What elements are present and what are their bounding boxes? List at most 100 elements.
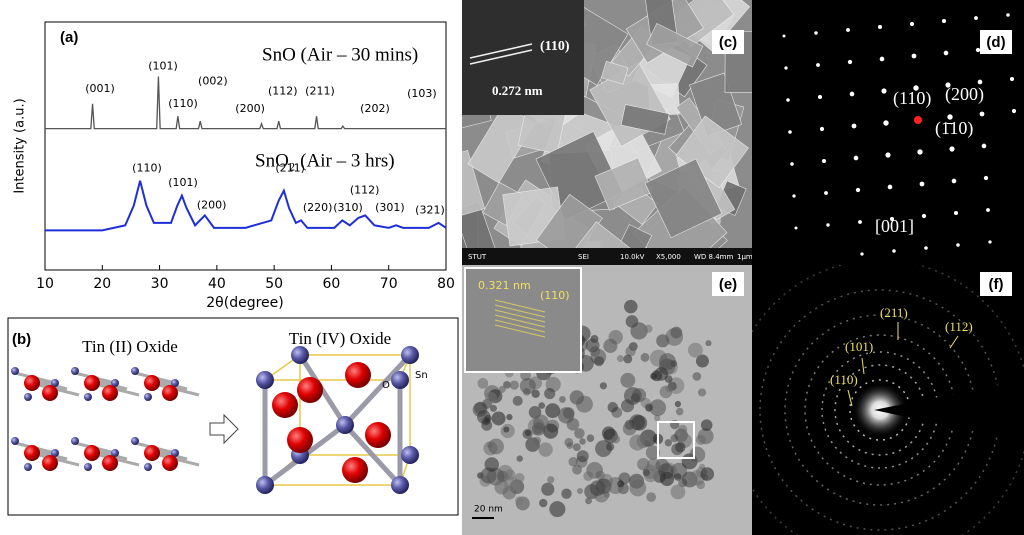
tin-atom bbox=[401, 346, 419, 364]
particle bbox=[489, 404, 497, 412]
diffraction-spot bbox=[941, 18, 947, 24]
particle bbox=[675, 407, 684, 416]
flake bbox=[646, 22, 704, 68]
particle bbox=[585, 338, 600, 353]
flake bbox=[462, 231, 463, 265]
particle bbox=[630, 322, 648, 340]
oxygen-atom bbox=[144, 445, 160, 461]
xrd-panel: (a) 2θ(degree) Intensity (a.u.) 10 20 30 40… bbox=[13, 21, 455, 311]
info-bar bbox=[462, 248, 752, 265]
hrtem-inset bbox=[462, 0, 584, 115]
panel-label: (a) bbox=[60, 29, 78, 46]
particle bbox=[547, 476, 555, 484]
tin-atom bbox=[24, 393, 32, 401]
particle bbox=[586, 434, 595, 443]
particle bbox=[585, 497, 592, 505]
peak-label: (110) bbox=[132, 161, 162, 174]
particle bbox=[512, 395, 523, 406]
atoms bbox=[11, 346, 419, 494]
diffraction-spot bbox=[784, 66, 788, 70]
panel-label: (e) bbox=[719, 276, 737, 293]
peak-label: (112) bbox=[268, 84, 298, 97]
particle bbox=[705, 340, 712, 347]
diffraction-spot bbox=[1009, 76, 1015, 82]
particle bbox=[531, 389, 540, 398]
panel-label: (f) bbox=[989, 276, 1004, 293]
structure-title: Tin (IV) Oxide bbox=[289, 329, 391, 348]
label-box bbox=[712, 30, 744, 54]
oxygen-atom bbox=[84, 445, 100, 461]
particle bbox=[533, 414, 549, 431]
oxygen-atom bbox=[162, 455, 178, 471]
diffraction-spot bbox=[860, 252, 864, 256]
oxygen-atom bbox=[102, 385, 118, 401]
particle bbox=[653, 414, 661, 422]
particle bbox=[498, 385, 506, 393]
tin-atom bbox=[51, 379, 59, 387]
diffraction-spot bbox=[988, 240, 992, 244]
diffraction-spot bbox=[919, 181, 925, 187]
peak-label: (002) bbox=[198, 75, 228, 88]
diffraction-spot bbox=[816, 63, 820, 67]
tin-atom bbox=[84, 463, 92, 471]
zone-label: [001] bbox=[875, 216, 914, 236]
diffraction-spot bbox=[853, 155, 859, 161]
diffraction-spot bbox=[821, 158, 827, 164]
particle bbox=[503, 381, 511, 389]
particle bbox=[557, 407, 575, 424]
diffraction-spot bbox=[786, 98, 790, 102]
peak-label: (211) bbox=[305, 84, 335, 97]
particle bbox=[623, 354, 633, 364]
spot-label: (200) bbox=[945, 84, 984, 105]
particle bbox=[538, 442, 553, 457]
peak-label: (202) bbox=[360, 102, 390, 115]
diffraction-spot bbox=[782, 34, 786, 38]
particle bbox=[622, 421, 637, 436]
particle bbox=[543, 423, 559, 439]
particle bbox=[637, 457, 650, 471]
diffraction-spot bbox=[788, 130, 792, 134]
tin-atom bbox=[51, 449, 59, 457]
diffraction-spot bbox=[917, 149, 923, 155]
particle bbox=[696, 480, 706, 490]
particle bbox=[608, 329, 623, 345]
peak-label: (110) bbox=[168, 97, 198, 110]
diffraction-spot bbox=[943, 50, 949, 56]
particle bbox=[544, 387, 556, 400]
diffraction-spot bbox=[885, 152, 891, 158]
diffraction-spot bbox=[826, 223, 830, 227]
info-text: 10.0kV bbox=[620, 253, 645, 261]
diffraction-spot bbox=[945, 82, 951, 88]
x-axis-label: 2θ(degree) bbox=[206, 295, 283, 311]
particle bbox=[616, 355, 624, 363]
diffraction-spot bbox=[979, 111, 985, 117]
tin-atom bbox=[11, 367, 19, 375]
particle bbox=[678, 424, 688, 434]
particle bbox=[640, 352, 650, 362]
tin-atom bbox=[111, 449, 119, 457]
fringe bbox=[494, 299, 546, 313]
peak-label: (301) bbox=[375, 201, 405, 214]
hrtem-inset bbox=[464, 267, 582, 373]
oxygen-atom bbox=[272, 392, 298, 418]
lattice-fringes bbox=[494, 299, 546, 338]
saed-panel: (d) (110) (200) (1̄10) [001] bbox=[752, 0, 1024, 265]
info-text: STUT bbox=[468, 253, 487, 261]
particle bbox=[700, 467, 715, 481]
tin-atom bbox=[401, 446, 419, 464]
particle bbox=[695, 434, 706, 445]
diffraction-spot bbox=[887, 184, 893, 190]
panel-label: (b) bbox=[12, 331, 31, 348]
oxygen-atom bbox=[144, 375, 160, 391]
oxygen-atom bbox=[102, 455, 118, 471]
diffraction-spot bbox=[858, 220, 862, 224]
diffraction-spot bbox=[846, 28, 850, 32]
particle bbox=[589, 480, 606, 496]
particle bbox=[583, 471, 594, 482]
ring-arrows bbox=[847, 322, 959, 407]
particles bbox=[472, 299, 715, 518]
info-text: 1µm bbox=[737, 253, 753, 261]
tin-atom bbox=[71, 367, 79, 375]
diffraction-spot bbox=[949, 146, 955, 152]
